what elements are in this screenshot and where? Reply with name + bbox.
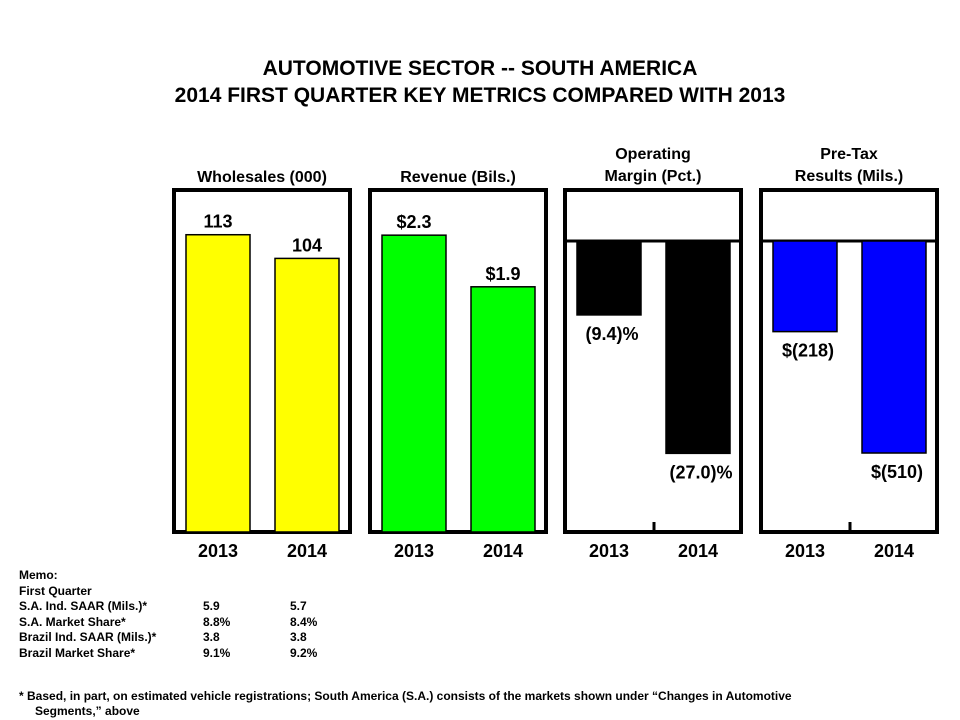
revenue-bar-2013 — [381, 234, 447, 533]
revenue-panel-title: Revenue (Bils.) — [400, 169, 516, 186]
revenue-x-tick-label: 2014 — [483, 541, 523, 561]
memo-heading: Memo: — [19, 568, 58, 582]
memo-label: Brazil Ind. SAAR (Mils.)* — [19, 630, 157, 644]
pretax-results-bar-2013 — [772, 240, 838, 333]
memo-value-2013: 5.9 — [203, 599, 220, 613]
memo-value-2013: 3.8 — [203, 630, 220, 644]
memo-row: S.A. Market Share* 8.8% 8.4% — [19, 615, 370, 631]
wholesales-panel-title: Wholesales (000) — [197, 169, 327, 186]
memo-value-2013: 9.1% — [203, 645, 231, 660]
wholesales-data-label-2014: 104 — [292, 235, 322, 255]
wholesales-x-tick-label: 2014 — [287, 541, 327, 561]
wholesales-bar-2013 — [185, 233, 251, 533]
pretax-results-bar-2014 — [861, 240, 927, 454]
revenue-data-label-2014: $1.9 — [485, 264, 520, 284]
footnote-line2: Segments,” above — [35, 704, 140, 718]
memo-row: Brazil Market Share* 9.1% 9.2% — [19, 646, 370, 662]
memo-subheading: First Quarter — [19, 583, 92, 598]
memo-value-2014: 9.2% — [290, 645, 318, 660]
pretax-results-x-tick-label: 2013 — [785, 541, 825, 561]
memo-value-2014: 8.4% — [290, 614, 318, 629]
pretax-results-data-label-2013: $(218) — [782, 341, 834, 361]
wholesales-data-label-2013: 113 — [203, 212, 232, 232]
operating-margin-panel-title: Operating — [615, 146, 691, 163]
footnote: * Based, in part, on estimated vehicle r… — [19, 689, 919, 719]
memo-row: S.A. Ind. SAAR (Mils.)* 5.9 5.7 — [19, 599, 370, 615]
memo-row: Brazil Ind. SAAR (Mils.)* 3.8 3.8 — [19, 630, 370, 646]
pretax-results-data-label-2014: $(510) — [871, 462, 923, 482]
memo-label: S.A. Ind. SAAR (Mils.)* — [19, 599, 148, 613]
memo-value-2013: 8.8% — [203, 614, 231, 629]
pretax-results-x-tick-label: 2014 — [874, 541, 914, 561]
footnote-line1: * Based, in part, on estimated vehicle r… — [19, 689, 792, 703]
pretax-results-panel-title: Results (Mils.) — [795, 168, 903, 185]
operating-margin-bar-2013 — [576, 240, 642, 316]
operating-margin-x-tick-label: 2014 — [678, 541, 718, 561]
pretax-results-panel-title: Pre-Tax — [820, 146, 878, 163]
revenue-bar-2014 — [470, 286, 536, 533]
chart-title-line2: 2014 FIRST QUARTER KEY METRICS COMPARED … — [174, 84, 786, 107]
operating-margin-x-tick-label: 2013 — [589, 541, 629, 561]
memo-table: Memo: First Quarter S.A. Ind. SAAR (Mils… — [19, 568, 370, 661]
revenue-data-label-2013: $2.3 — [396, 212, 431, 232]
operating-margin-panel-title: Margin (Pct.) — [605, 168, 702, 185]
chart-title-line1: AUTOMOTIVE SECTOR -- SOUTH AMERICA — [262, 57, 698, 80]
wholesales-x-tick-label: 2013 — [198, 541, 238, 561]
operating-margin-bar-2014 — [665, 240, 731, 455]
operating-margin-data-label-2014: (27.0)% — [669, 462, 732, 482]
memo-value-2014: 3.8 — [290, 630, 307, 644]
operating-margin-data-label-2013: (9.4)% — [585, 324, 638, 344]
revenue-x-tick-label: 2013 — [394, 541, 434, 561]
memo-label: S.A. Market Share* — [19, 614, 126, 629]
memo-value-2014: 5.7 — [290, 599, 307, 613]
memo-label: Brazil Market Share* — [19, 645, 136, 660]
wholesales-bar-2014 — [274, 257, 340, 533]
